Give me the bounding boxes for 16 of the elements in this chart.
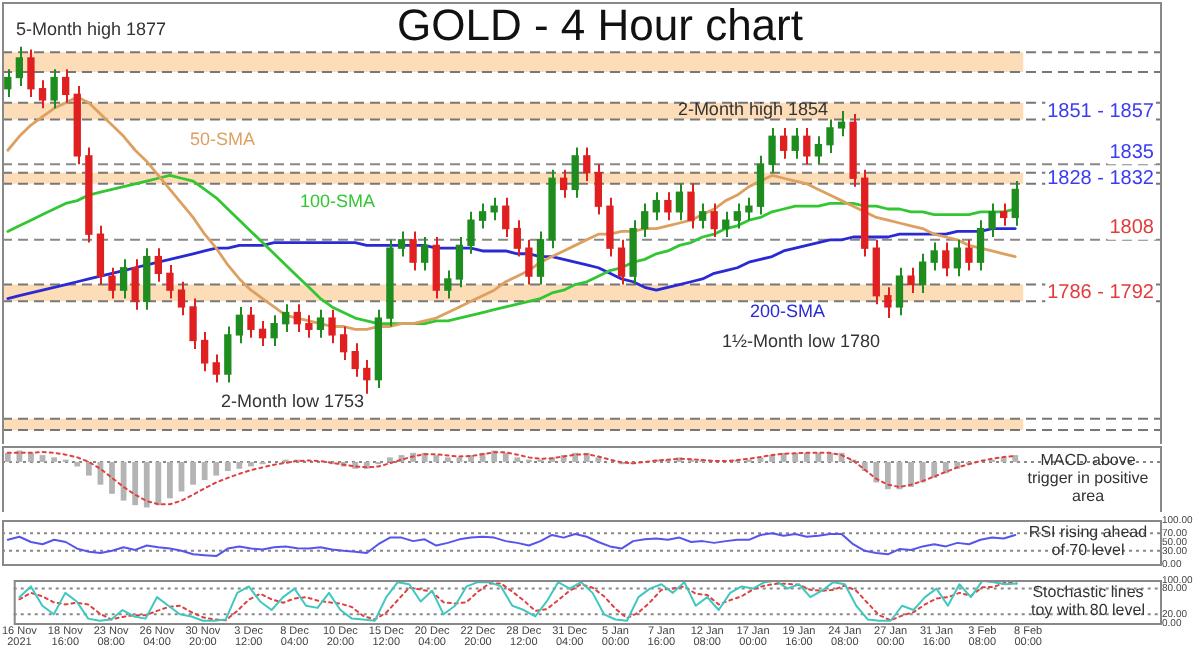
annotation: MACD above trigger in positive area bbox=[1027, 451, 1150, 506]
band-label: 1828 - 1832 bbox=[1047, 167, 1155, 190]
annotation: 1½-Month low 1780 bbox=[721, 330, 880, 351]
band-label: 1786 - 1792 bbox=[1047, 282, 1155, 305]
chart-title: GOLD - 4 Hour chart bbox=[397, 0, 803, 51]
annotation: 5-Month high 1877 bbox=[16, 18, 167, 39]
annotation: 2-Month high 1854 bbox=[677, 98, 828, 119]
text: 100-SMA bbox=[300, 190, 376, 211]
band-label: 1851 - 1857 bbox=[1047, 100, 1155, 123]
ref-line-label: 1808 bbox=[1109, 217, 1155, 240]
annotation: RSI rising ahead of 70 level bbox=[1028, 523, 1148, 560]
text: 50-SMA bbox=[190, 128, 256, 149]
ref-line-label: 1835 bbox=[1109, 141, 1155, 164]
annotation: 2-Month low 1753 bbox=[220, 390, 364, 411]
annotation: Stochastic lines toy with 80 level bbox=[1031, 582, 1146, 619]
series-label: 200-SMA bbox=[750, 300, 826, 321]
